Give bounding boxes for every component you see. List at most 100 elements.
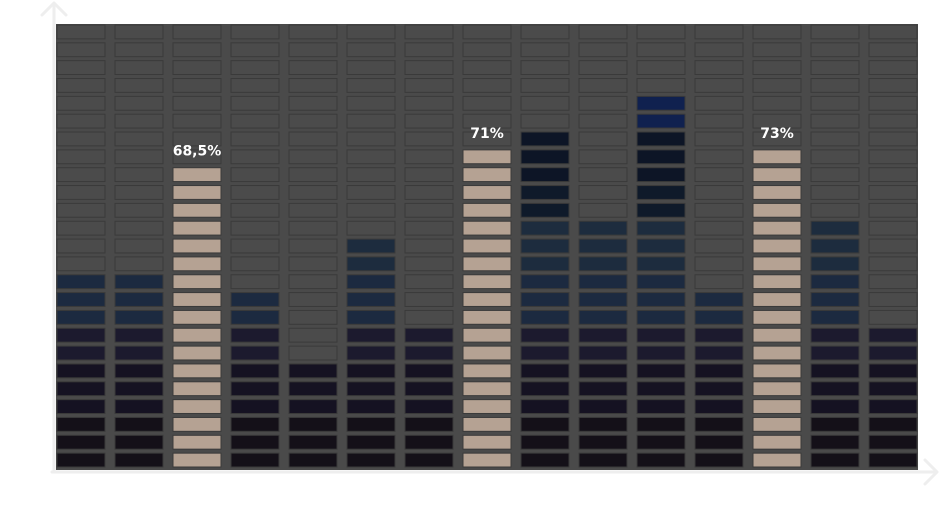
empty-segment [636,24,686,40]
bar-segment [114,381,164,397]
empty-segment [810,24,860,40]
bar-segment [172,452,222,468]
empty-segment [462,95,512,111]
bar-segment [462,220,512,236]
empty-segment [520,113,570,129]
empty-segment [636,78,686,93]
bar-segment [636,167,686,183]
bar-segment [810,434,860,450]
empty-segment [694,42,744,58]
empty-segment [752,131,802,147]
bar-segment [346,345,396,361]
bar-segment [578,345,628,361]
bar-segment [462,381,512,397]
empty-segment [752,60,802,76]
empty-segment [404,78,454,93]
empty-segment [114,95,164,111]
bar-segment [694,292,744,307]
empty-segment [868,256,918,272]
bar-segment [462,167,512,183]
bar-segment [636,399,686,414]
bar-segment [346,238,396,254]
bar-column-11 [636,24,686,468]
empty-segment [752,78,802,93]
empty-segment [404,220,454,236]
empty-segment [288,309,338,325]
bar-segment [752,452,802,468]
empty-segment [114,185,164,200]
empty-segment [520,95,570,111]
empty-segment [462,42,512,58]
bar-segment [462,185,512,200]
empty-segment [346,185,396,200]
bar-segment [172,434,222,450]
bar-segment [810,256,860,272]
empty-segment [230,256,280,272]
bar-segment [752,363,802,379]
empty-segment [114,113,164,129]
bar-segment [752,399,802,414]
bar-segment [462,149,512,165]
bar-segment [520,185,570,200]
empty-segment [404,185,454,200]
empty-segment [520,60,570,76]
empty-segment [346,167,396,183]
bar-column-3 [172,24,222,468]
bar-segment [520,327,570,343]
empty-segment [56,113,106,129]
bar-segment [868,416,918,432]
empty-segment [114,149,164,165]
bar-segment [578,274,628,290]
empty-segment [868,131,918,147]
empty-segment [810,131,860,147]
bar-segment [636,434,686,450]
empty-segment [114,220,164,236]
empty-segment [810,95,860,111]
empty-segment [404,149,454,165]
value-labels: 68,5% 71% 73% [173,126,794,160]
bar-column-15 [868,24,918,468]
bar-segment [578,363,628,379]
data-label-3: 68,5% [173,144,222,160]
bar-segment [346,274,396,290]
bar-segment [752,202,802,218]
empty-segment [868,42,918,58]
empty-segment [520,24,570,40]
empty-segment [404,95,454,111]
bar-segment [114,452,164,468]
empty-segment [578,95,628,111]
bar-segment [462,274,512,290]
data-label-13: 73% [760,126,794,142]
empty-segment [288,238,338,254]
bar-segment [694,345,744,361]
bar-segment [578,399,628,414]
empty-segment [114,202,164,218]
bar-segment [636,149,686,165]
bar-segment [288,434,338,450]
bar-segment [346,292,396,307]
bar-segment [462,452,512,468]
empty-segment [694,131,744,147]
bar-segment [868,452,918,468]
bar-segment [172,309,222,325]
bar-segment [404,345,454,361]
bar-segment [810,220,860,236]
bar-segment [114,274,164,290]
empty-segment [288,202,338,218]
bar-segment [520,416,570,432]
empty-segment [288,149,338,165]
bar-segment [288,399,338,414]
bar-segment [404,434,454,450]
empty-segment [868,292,918,307]
bar-segment [404,381,454,397]
empty-segment [172,95,222,111]
empty-segment [810,149,860,165]
bar-segment [172,167,222,183]
empty-segment [868,78,918,93]
bar-segment [114,327,164,343]
bar-segment [694,327,744,343]
empty-segment [56,220,106,236]
empty-segment [810,60,860,76]
empty-segment [230,42,280,58]
bar-segment [172,185,222,200]
